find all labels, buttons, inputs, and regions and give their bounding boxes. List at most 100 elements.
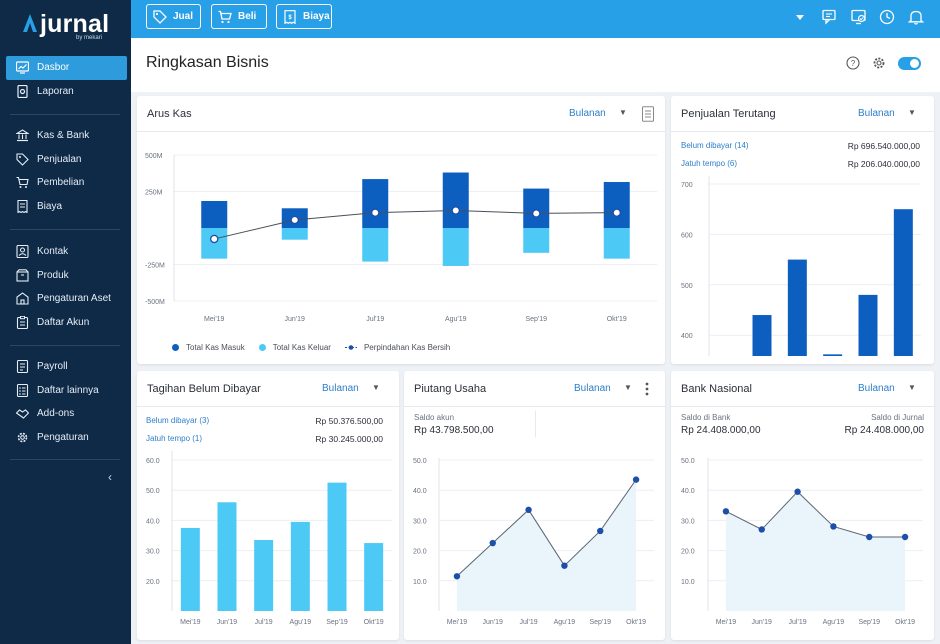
payroll-icon — [16, 360, 29, 374]
legend-label: Total Kas Masuk — [186, 343, 245, 352]
dropdown-caret-icon[interactable] — [795, 12, 805, 22]
chat-icon[interactable] — [822, 9, 838, 25]
sidebar-item-biaya[interactable]: Biaya — [6, 195, 127, 219]
belum-dibayar-link[interactable]: Belum dibayar (3) — [146, 416, 210, 425]
bank-icon — [16, 129, 29, 142]
card-header: Tagihan Belum Dibayar Bulanan ▼ — [137, 371, 399, 407]
chevron-down-icon[interactable]: ▼ — [908, 108, 916, 117]
y-tick-label: 500M — [145, 153, 163, 160]
belum-dibayar-link[interactable]: Belum dibayar (14) — [681, 141, 749, 150]
series-line — [456, 479, 637, 577]
document-icon[interactable] — [641, 106, 655, 122]
sidebar-item-kontak[interactable]: Kontak — [6, 240, 127, 264]
period-select[interactable]: Bulanan — [322, 383, 359, 394]
cart-icon — [218, 10, 232, 23]
sidebar-item-daftar-akun[interactable]: Daftar Akun — [6, 311, 127, 335]
legend-kas-masuk[interactable]: Total Kas Masuk — [172, 343, 245, 352]
sidebar-item-kas-bank[interactable]: Kas & Bank — [6, 124, 127, 148]
data-point — [866, 533, 873, 541]
collapse-sidebar-button[interactable]: ‹ — [108, 470, 112, 484]
sidebar-item-pengaturan[interactable]: Pengaturan — [6, 426, 127, 450]
x-tick-label: Jun'19 — [217, 619, 238, 626]
sidebar-item-pengaturan-aset[interactable]: Pengaturan Aset — [6, 287, 127, 311]
svg-text:?: ? — [851, 59, 856, 68]
chevron-down-icon[interactable]: ▼ — [624, 383, 632, 392]
more-vertical-icon[interactable] — [643, 381, 651, 397]
y-tick-label: 500 — [681, 283, 693, 290]
sidebar-item-label: Pengaturan — [37, 431, 89, 443]
period-select[interactable]: Bulanan — [569, 108, 606, 119]
period-select[interactable]: Bulanan — [574, 383, 611, 394]
sidebar-item-produk[interactable]: Produk — [6, 264, 127, 288]
x-tick-label: Jul'19 — [366, 316, 384, 323]
bar — [254, 540, 274, 611]
x-tick-label: Okt'19 — [364, 619, 384, 626]
sidebar-item-laporan[interactable]: Laporan — [6, 80, 127, 104]
page-title: Ringkasan Bisnis — [146, 54, 269, 71]
saldo-jurnal-label: Saldo di Jurnal — [871, 413, 924, 422]
chevron-down-icon[interactable]: ▼ — [908, 383, 916, 392]
x-tick-label: Sep'19 — [858, 619, 880, 626]
x-tick-label: Mei'19 — [716, 619, 737, 626]
sidebar-divider — [10, 345, 120, 346]
beli-button[interactable]: Beli — [211, 4, 267, 29]
x-tick-label: Okt'19 — [607, 316, 627, 323]
bell-icon[interactable] — [908, 9, 924, 25]
contact-icon — [16, 245, 29, 259]
data-point — [794, 488, 801, 495]
bank-nasional-card: Bank Nasional Bulanan ▼ Saldo di Bank Rp… — [671, 371, 934, 640]
jatuh-tempo-link[interactable]: Jatuh tempo (6) — [681, 159, 738, 168]
monitor-chart-icon[interactable] — [851, 9, 867, 25]
legend-kas-keluar[interactable]: Total Kas Keluar — [258, 343, 331, 352]
card-header: Arus Kas Bulanan ▼ — [137, 96, 665, 132]
data-point — [561, 562, 568, 569]
x-tick-label: Agu'19 — [823, 619, 845, 626]
jual-button[interactable]: Jual — [146, 4, 201, 29]
y-tick-label: 40.0 — [413, 488, 427, 495]
bar — [752, 315, 772, 356]
handshake-icon — [16, 407, 29, 420]
sidebar-item-dasbor[interactable]: Dasbor — [6, 56, 127, 80]
gear-icon — [16, 431, 29, 444]
y-tick-label: 400 — [681, 333, 693, 340]
jurnal-logo[interactable]: jurnal by mekari — [22, 10, 122, 44]
sidebar: jurnal by mekari Dasbor Laporan Kas & Ba… — [0, 0, 131, 644]
net-cash-point — [531, 209, 541, 218]
sidebar-item-label: Laporan — [37, 85, 74, 97]
data-point — [758, 526, 765, 533]
jatuh-tempo-link[interactable]: Jatuh tempo (1) — [146, 434, 203, 443]
period-select[interactable]: Bulanan — [858, 383, 895, 394]
sidebar-item-daftar-lainnya[interactable]: Daftar lainnya — [6, 379, 127, 403]
nav-group-lists: Kontak Produk Pengaturan Aset Daftar Aku… — [6, 240, 127, 334]
clock-icon[interactable] — [879, 9, 895, 25]
settings-icon[interactable] — [872, 56, 886, 70]
data-point — [901, 533, 909, 541]
chevron-down-icon[interactable]: ▼ — [372, 383, 380, 392]
period-select[interactable]: Bulanan — [858, 108, 895, 119]
net-cash-point — [451, 206, 460, 215]
topbar: Jual Beli $ Biaya — [131, 0, 940, 38]
legend-swatch — [172, 344, 179, 351]
beli-button-label: Beli — [238, 11, 257, 22]
net-cash-line — [214, 209, 617, 240]
dashboard-toggle[interactable] — [898, 57, 921, 70]
y-tick-label: 20.0 — [681, 549, 695, 556]
sidebar-divider — [10, 459, 120, 460]
card-title: Bank Nasional — [681, 383, 752, 395]
bar-kas-keluar — [201, 228, 228, 259]
building-icon — [16, 292, 29, 305]
bar — [787, 259, 807, 356]
biaya-button[interactable]: $ Biaya — [276, 4, 332, 29]
help-icon[interactable]: ? — [846, 56, 860, 70]
sidebar-item-pembelian[interactable]: Pembelian — [6, 171, 127, 195]
saldo-akun-label: Saldo akun — [414, 413, 455, 422]
y-tick-label: 30.0 — [681, 518, 695, 525]
sidebar-item-payroll[interactable]: Payroll — [6, 355, 127, 379]
toggle-knob — [910, 59, 919, 68]
sidebar-item-label: Penjualan — [37, 153, 82, 165]
legend-kas-bersih[interactable]: Perpindahan Kas Bersih — [344, 343, 450, 352]
bar — [893, 209, 913, 356]
sidebar-item-add-ons[interactable]: Add-ons — [6, 402, 127, 426]
chevron-down-icon[interactable]: ▼ — [619, 108, 627, 117]
sidebar-item-penjualan[interactable]: Penjualan — [6, 148, 127, 172]
